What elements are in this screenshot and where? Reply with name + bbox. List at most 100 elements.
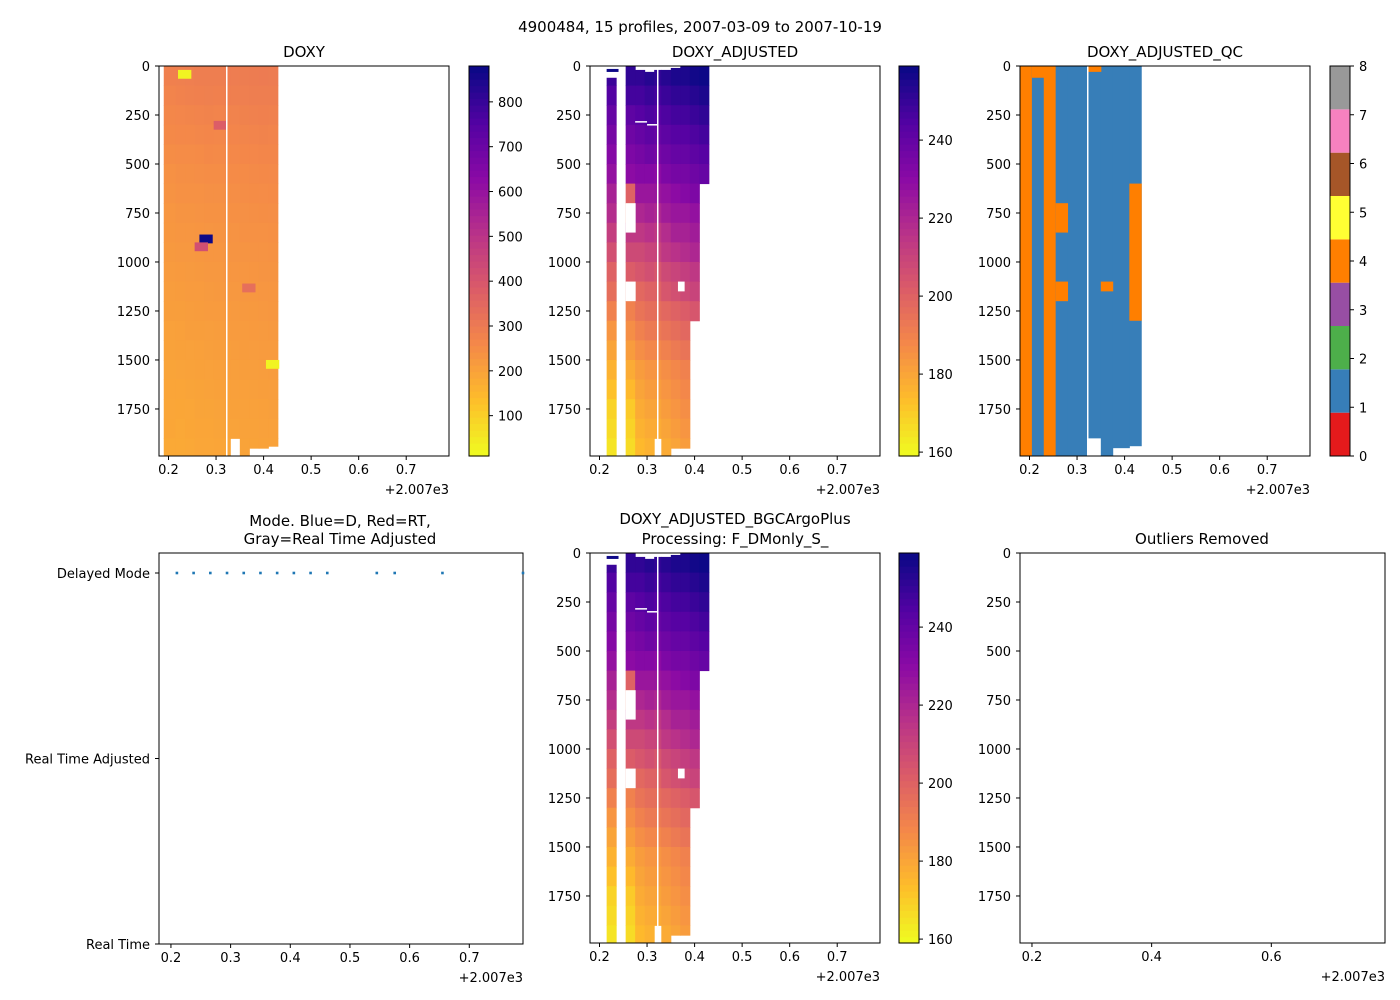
colorbar-segment [469, 163, 489, 171]
heatmap-cell [194, 261, 205, 283]
x-tick-label: 0.2 [158, 463, 179, 478]
heatmap-cell [213, 203, 224, 224]
heatmap-cell [670, 866, 681, 887]
colorbar-segment [1330, 282, 1350, 326]
heatmap-cell [661, 320, 672, 341]
heatmap-cell [661, 572, 672, 593]
colorbar-segment [469, 105, 489, 113]
heatmap-cell [689, 729, 700, 750]
colorbar-segment [899, 189, 919, 197]
heatmap-cell [204, 261, 215, 283]
heatmap-cell [606, 359, 617, 381]
colorbar-segment [899, 150, 919, 158]
heatmap-cell [635, 124, 646, 145]
colorbar-segment [899, 845, 919, 853]
colorbar-tick-label: 160 [928, 446, 953, 461]
heatmap-cell [185, 242, 196, 263]
colorbar-segment [899, 423, 919, 431]
colorbar-segment [899, 92, 919, 100]
mode-point [242, 571, 246, 575]
y-tick-label: 250 [556, 109, 581, 124]
heatmap-cell [185, 320, 196, 341]
heatmap-cell [258, 359, 269, 381]
heatmap-cell [661, 748, 672, 770]
heatmap-cell [258, 320, 269, 341]
heatmap-cell [606, 281, 617, 302]
y-tick-label: 1500 [978, 841, 1011, 856]
heatmap-cell [644, 438, 655, 457]
heatmap-cell [230, 203, 241, 224]
mode-point [209, 571, 212, 575]
heatmap-cell [635, 611, 646, 632]
heatmap-cell [680, 905, 691, 926]
y-tick-label: 1250 [548, 305, 581, 320]
heatmap-cell [239, 261, 250, 283]
heatmap-cell [635, 846, 646, 868]
heatmap-cell [644, 418, 655, 439]
y-tick-label: 1250 [548, 792, 581, 807]
x-offset-label: +2.007e3 [1246, 483, 1310, 498]
colorbar-segment [899, 579, 919, 587]
heatmap-cell [661, 359, 672, 381]
colorbar-tick-label: 3 [1359, 304, 1367, 319]
heatmap-cell [644, 611, 655, 632]
colorbar-tick-label: 0 [1359, 450, 1367, 465]
heatmap-cell [644, 301, 655, 322]
figure-title: 4900484, 15 profiles, 2007-03-09 to 2007… [518, 18, 882, 36]
colorbar-segment [899, 637, 919, 645]
colorbar-segment [899, 930, 919, 938]
heatmap-cell [606, 222, 617, 243]
colorbar-segment [899, 222, 919, 230]
heatmap-cell [670, 105, 681, 126]
heatmap-cell [258, 105, 269, 126]
heatmap-cell [635, 748, 646, 770]
colorbar-segment [469, 436, 489, 444]
colorbar-segment [899, 417, 919, 425]
heatmap-cell [606, 418, 617, 439]
panel-doxy-adjusted-qc: DOXY_ADJUSTED_QC 0.2 0.3 0.4 0.5 0.6 0.7 +2.00… [978, 43, 1367, 498]
colorbar-tick-label: 8 [1359, 60, 1367, 75]
colorbar-segment [899, 319, 919, 327]
panel-title: DOXY_ADJUSTED [672, 43, 798, 62]
colorbar-segment [899, 572, 919, 580]
colorbar-segment [899, 754, 919, 762]
heatmap-cell [680, 827, 691, 848]
heatmap-cell [213, 222, 224, 243]
heatmap-cell [661, 105, 672, 126]
x-tick-label: 0.6 [348, 463, 369, 478]
heatmap-cell [258, 144, 269, 165]
colorbar-segment [899, 832, 919, 840]
heatmap-cell [258, 203, 269, 224]
heatmap-cell [194, 203, 205, 224]
heatmap-cell [163, 163, 177, 185]
x-offset-label: +2.007e3 [1321, 970, 1385, 985]
heatmap-cell [239, 222, 250, 243]
colorbar-tick-label: 4 [1359, 255, 1367, 270]
heatmap-cell [661, 788, 672, 809]
heatmap-cell [625, 631, 636, 652]
heatmap-cell [635, 866, 646, 887]
y-tick-label: 250 [986, 109, 1011, 124]
heatmap-cell [661, 650, 672, 672]
heatmap-cell [213, 301, 224, 322]
colorbar-segment [469, 209, 489, 217]
heatmap-cell [606, 807, 617, 828]
heatmap-cell [644, 558, 655, 574]
heatmap-cell [204, 163, 215, 185]
colorbar-tick-label: 100 [498, 410, 523, 425]
heatmap-outlier-cell [242, 283, 256, 293]
x-offset-label: +2.007e3 [816, 970, 880, 985]
heatmap-cell [644, 124, 655, 145]
heatmap-cell [249, 222, 260, 243]
y-tick-label: 1750 [978, 890, 1011, 905]
colorbar-segment [899, 741, 919, 749]
qc-column [1100, 66, 1114, 456]
heatmap-cell [606, 925, 617, 944]
y-tick-label: 0 [1003, 60, 1011, 75]
heatmap-cell [194, 105, 205, 126]
heatmap-cell [258, 261, 269, 283]
colorbar-segment [469, 423, 489, 431]
heatmap-cell [670, 320, 681, 341]
heatmap-cell [175, 261, 186, 283]
colorbar-tick-label: 500 [498, 230, 523, 245]
